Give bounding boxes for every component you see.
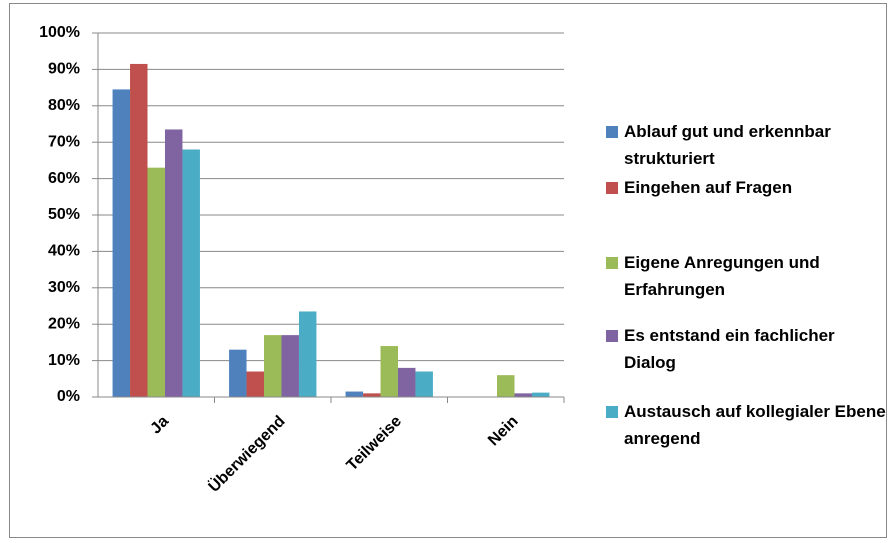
y-tick-label: 100%: [39, 24, 80, 41]
y-tick-label: 0%: [57, 388, 80, 405]
y-tick-label: 20%: [48, 315, 80, 332]
legend-item: Eigene Anregungen und Erfahrungen: [606, 249, 886, 303]
bar: [147, 167, 165, 397]
y-tick-label: 60%: [48, 170, 80, 187]
bar: [497, 375, 515, 397]
y-tick-label: 70%: [48, 133, 80, 150]
bar: [246, 371, 265, 397]
bar: [264, 335, 282, 397]
legend-swatch: [606, 330, 618, 342]
y-tick-label: 40%: [48, 243, 80, 260]
legend-item: Es entstand ein fachlicher Dialog: [606, 322, 886, 376]
bar: [415, 371, 433, 397]
legend-label: Es entstand ein fachlicher Dialog: [624, 326, 835, 372]
bar: [182, 149, 200, 397]
legend-label: Ablauf gut und erkennbar strukturiert: [624, 122, 831, 168]
bar: [281, 335, 299, 397]
bar: [112, 89, 131, 398]
legend-item: Ablauf gut und erkennbar strukturiert: [606, 118, 886, 172]
y-tick-label: 10%: [48, 352, 80, 369]
y-tick-label: 50%: [48, 206, 80, 223]
bar: [229, 349, 247, 397]
legend-label: Austausch auf kollegialer Ebene anregend: [624, 402, 886, 448]
y-tick-label: 30%: [48, 279, 80, 296]
legend-swatch: [606, 406, 618, 418]
legend-label: Eigene Anregungen und Erfahrungen: [624, 253, 820, 299]
legend-item: Eingehen auf Fragen: [606, 174, 886, 201]
bar: [514, 393, 532, 397]
legend-item: Austausch auf kollegialer Ebene anregend: [606, 398, 886, 452]
legend-swatch: [606, 257, 618, 269]
y-tick-label: 90%: [48, 61, 80, 78]
bar: [345, 391, 364, 397]
bar: [130, 63, 148, 397]
bar: [164, 129, 183, 397]
legend-swatch: [606, 182, 618, 194]
bar: [380, 346, 398, 397]
legend-swatch: [606, 126, 618, 138]
bar: [363, 393, 381, 397]
y-tick-label: 80%: [48, 97, 80, 114]
bar: [298, 311, 317, 397]
legend-label: Eingehen auf Fragen: [624, 178, 793, 197]
bar: [397, 367, 416, 397]
bar: [531, 392, 550, 397]
